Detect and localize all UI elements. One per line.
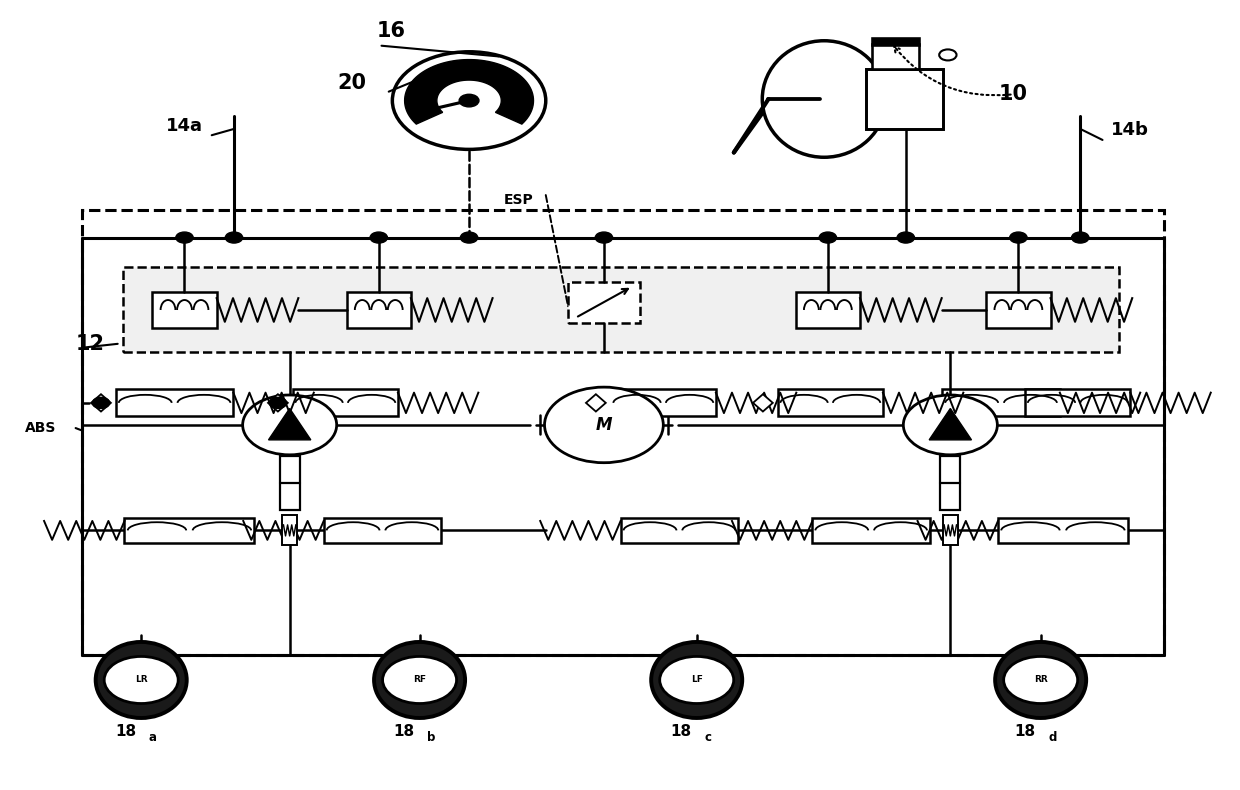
Circle shape bbox=[1009, 232, 1027, 243]
Circle shape bbox=[460, 232, 477, 243]
Circle shape bbox=[660, 656, 734, 704]
Text: 18: 18 bbox=[393, 724, 414, 739]
Bar bbox=[283, 515, 298, 545]
Polygon shape bbox=[587, 394, 606, 412]
Circle shape bbox=[459, 94, 479, 107]
Text: 10: 10 bbox=[999, 85, 1028, 104]
Circle shape bbox=[820, 232, 837, 243]
Circle shape bbox=[897, 232, 914, 243]
Ellipse shape bbox=[95, 642, 187, 718]
Bar bbox=[940, 457, 960, 510]
Bar bbox=[124, 517, 254, 543]
Bar bbox=[796, 292, 861, 328]
Bar bbox=[873, 38, 919, 46]
Text: LR: LR bbox=[135, 675, 148, 684]
Text: d: d bbox=[1048, 731, 1056, 744]
Circle shape bbox=[595, 232, 613, 243]
Bar bbox=[942, 389, 1060, 416]
Circle shape bbox=[92, 397, 109, 408]
Circle shape bbox=[383, 656, 456, 704]
Polygon shape bbox=[268, 394, 288, 412]
Bar bbox=[1025, 389, 1131, 416]
Bar bbox=[346, 292, 410, 328]
FancyBboxPatch shape bbox=[123, 267, 1118, 352]
Text: 18: 18 bbox=[115, 724, 136, 739]
Ellipse shape bbox=[651, 642, 743, 718]
Polygon shape bbox=[404, 59, 533, 124]
Text: 14b: 14b bbox=[1111, 122, 1148, 140]
Polygon shape bbox=[929, 408, 971, 440]
Bar bbox=[867, 69, 942, 129]
Bar bbox=[293, 389, 398, 416]
Bar bbox=[568, 282, 640, 322]
Bar bbox=[777, 389, 883, 416]
Bar bbox=[998, 517, 1128, 543]
Polygon shape bbox=[269, 408, 311, 440]
Bar bbox=[942, 515, 957, 545]
Bar bbox=[611, 389, 715, 416]
Circle shape bbox=[176, 232, 193, 243]
Bar bbox=[324, 517, 441, 543]
Circle shape bbox=[903, 395, 997, 455]
Text: 20: 20 bbox=[337, 73, 366, 93]
Circle shape bbox=[1003, 656, 1078, 704]
Text: 18: 18 bbox=[1014, 724, 1035, 739]
Text: LF: LF bbox=[691, 675, 703, 684]
Text: ESP: ESP bbox=[503, 193, 533, 207]
Text: b: b bbox=[427, 731, 435, 744]
Circle shape bbox=[392, 52, 546, 149]
Circle shape bbox=[243, 395, 337, 455]
Text: RR: RR bbox=[1034, 675, 1048, 684]
Text: 12: 12 bbox=[76, 334, 105, 354]
Polygon shape bbox=[753, 394, 773, 412]
FancyBboxPatch shape bbox=[82, 210, 1164, 655]
Circle shape bbox=[544, 387, 663, 463]
Text: ABS: ABS bbox=[25, 421, 57, 435]
Text: RF: RF bbox=[413, 675, 427, 684]
Text: 18: 18 bbox=[671, 724, 692, 739]
Bar bbox=[873, 44, 919, 69]
Text: c: c bbox=[704, 731, 711, 744]
Circle shape bbox=[104, 656, 179, 704]
Text: M: M bbox=[595, 416, 613, 434]
Ellipse shape bbox=[763, 41, 887, 157]
Circle shape bbox=[370, 232, 387, 243]
Bar bbox=[153, 292, 217, 328]
Polygon shape bbox=[91, 394, 110, 412]
Text: a: a bbox=[149, 731, 156, 744]
Circle shape bbox=[269, 397, 286, 408]
Bar bbox=[280, 457, 300, 510]
Circle shape bbox=[939, 50, 956, 60]
Text: 16: 16 bbox=[377, 21, 405, 41]
Text: 14a: 14a bbox=[166, 117, 203, 135]
Ellipse shape bbox=[374, 642, 465, 718]
Ellipse shape bbox=[996, 642, 1086, 718]
Bar bbox=[812, 517, 930, 543]
Bar bbox=[986, 292, 1050, 328]
Circle shape bbox=[226, 232, 243, 243]
Circle shape bbox=[1071, 232, 1089, 243]
Bar bbox=[115, 389, 233, 416]
Bar bbox=[620, 517, 738, 543]
